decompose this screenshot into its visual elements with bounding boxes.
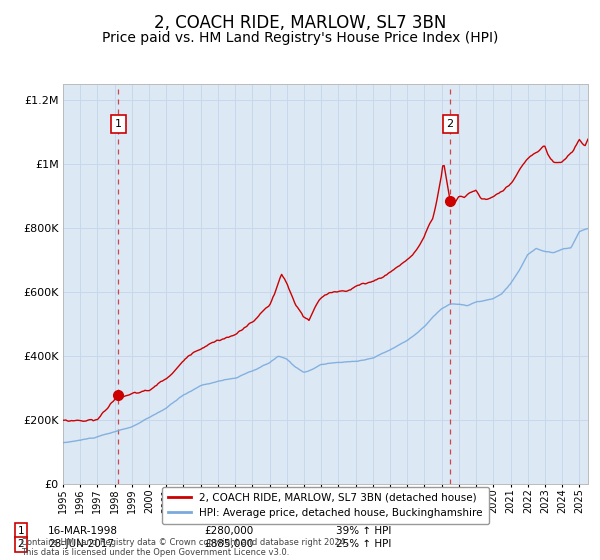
- Text: Contains HM Land Registry data © Crown copyright and database right 2024.
This d: Contains HM Land Registry data © Crown c…: [21, 538, 347, 557]
- Text: 2: 2: [17, 539, 25, 549]
- Text: 1: 1: [115, 119, 122, 129]
- Legend: 2, COACH RIDE, MARLOW, SL7 3BN (detached house), HPI: Average price, detached ho: 2, COACH RIDE, MARLOW, SL7 3BN (detached…: [162, 487, 489, 524]
- Text: £885,000: £885,000: [204, 539, 253, 549]
- Text: 1: 1: [17, 526, 25, 536]
- Text: £280,000: £280,000: [204, 526, 253, 536]
- Text: 28-JUN-2017: 28-JUN-2017: [48, 539, 114, 549]
- Text: 2, COACH RIDE, MARLOW, SL7 3BN: 2, COACH RIDE, MARLOW, SL7 3BN: [154, 14, 446, 32]
- Text: 39% ↑ HPI: 39% ↑ HPI: [336, 526, 391, 536]
- Text: 2: 2: [446, 119, 454, 129]
- Text: Price paid vs. HM Land Registry's House Price Index (HPI): Price paid vs. HM Land Registry's House …: [102, 31, 498, 45]
- Text: 16-MAR-1998: 16-MAR-1998: [48, 526, 118, 536]
- Text: 25% ↑ HPI: 25% ↑ HPI: [336, 539, 391, 549]
